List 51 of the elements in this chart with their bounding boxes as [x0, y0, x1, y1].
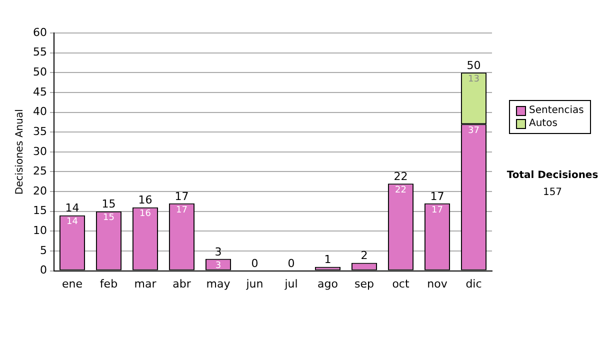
y-tick-label: 30: [32, 144, 47, 158]
x-tick-label: sep: [354, 277, 374, 290]
y-tick-label: 55: [32, 46, 47, 59]
total-label: 2: [360, 249, 368, 262]
y-tick-label: 50: [32, 65, 47, 78]
x-tick-label: may: [206, 277, 231, 290]
data-label: 37: [468, 126, 480, 136]
y-tick-label: 45: [32, 85, 47, 98]
x-tick-label: ago: [318, 277, 338, 290]
data-label: 14: [66, 217, 78, 228]
y-tick-label: 60: [32, 26, 47, 39]
total-label: 17: [430, 190, 444, 203]
total-label: 15: [102, 198, 116, 211]
y-tick-label: 25: [32, 164, 47, 178]
data-label: 17: [176, 205, 188, 216]
y-tick-label: 20: [32, 184, 47, 198]
data-label: 22: [395, 185, 406, 196]
legend-label: Sentencias: [529, 104, 584, 117]
data-label: 17: [432, 205, 443, 216]
total-label: 16: [138, 194, 152, 207]
y-tick-label: 40: [32, 105, 47, 118]
y-tick-label: 35: [32, 124, 47, 138]
data-label: 3: [215, 260, 222, 271]
total-label: 14: [65, 202, 80, 215]
total-label: 3: [214, 245, 222, 258]
y-tick-label: 5: [40, 244, 47, 257]
data-label: 15: [103, 213, 114, 224]
total-label: 0: [251, 257, 258, 270]
data-label: 16: [140, 209, 152, 220]
y-tick-label: 15: [32, 204, 47, 218]
total-label: 17: [174, 190, 189, 203]
x-tick-label: ene: [62, 277, 83, 290]
x-tick-label: oct: [392, 277, 410, 290]
x-tick-label: abr: [172, 277, 192, 290]
x-tick-label: nov: [427, 277, 448, 290]
x-tick-label: mar: [134, 277, 157, 290]
y-tick-label: 10: [32, 224, 47, 238]
x-tick-label: dic: [466, 277, 482, 290]
total-label: 0: [288, 257, 295, 270]
total-label: 1: [324, 253, 332, 266]
total-label: 50: [466, 58, 481, 72]
x-tick-label: jun: [245, 277, 264, 290]
text: Total Decisiones: [506, 170, 600, 181]
x-tick-label: feb: [100, 277, 118, 290]
y-axis-title: Decisiones Anual: [14, 109, 26, 195]
legend-label: Autos: [529, 117, 558, 130]
text: 157: [542, 187, 564, 198]
total-label: 22: [394, 170, 408, 183]
y-tick-label: 0: [40, 264, 47, 277]
data-label: 13: [468, 74, 480, 84]
x-tick-label: jul: [284, 277, 298, 290]
